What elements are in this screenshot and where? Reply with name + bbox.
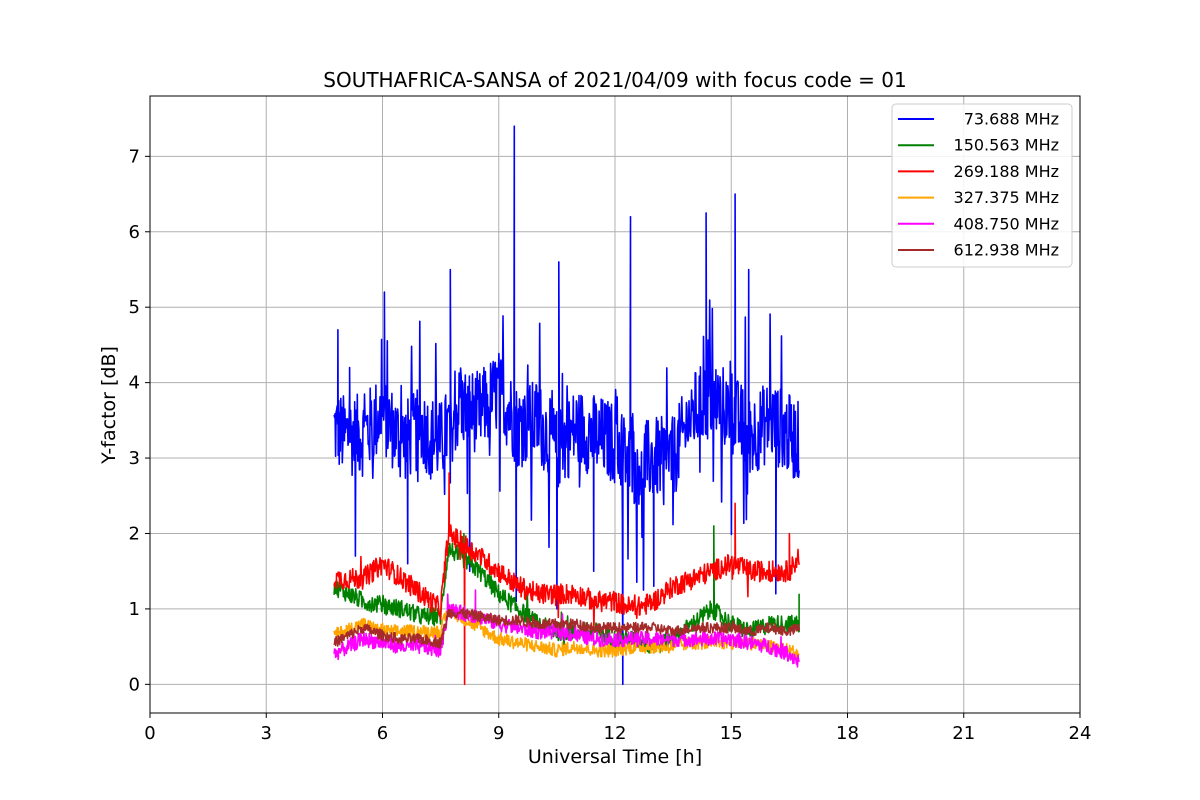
- x-tick-label: 18: [836, 723, 859, 744]
- y-tick-label: 7: [129, 146, 140, 167]
- x-tick-label: 3: [261, 723, 272, 744]
- legend-label: 150.563 MHz: [954, 136, 1059, 155]
- y-tick-label: 3: [129, 448, 140, 469]
- legend-label: 73.688 MHz: [964, 110, 1059, 129]
- y-tick-label: 0: [129, 674, 140, 695]
- x-tick-label: 9: [493, 723, 504, 744]
- series-line: [333, 607, 800, 649]
- legend-label: 269.188 MHz: [954, 162, 1059, 181]
- y-tick-label: 5: [129, 297, 140, 318]
- x-tick-label: 6: [377, 723, 388, 744]
- x-tick-label: 24: [1069, 723, 1092, 744]
- y-tick-label: 4: [129, 373, 140, 394]
- legend-label: 408.750 MHz: [954, 214, 1059, 233]
- x-tick-label: 0: [144, 723, 155, 744]
- series-line: [333, 125, 800, 686]
- y-tick-label: 2: [129, 523, 140, 544]
- plot-series: [333, 125, 800, 686]
- y-tick-label: 1: [129, 599, 140, 620]
- legend: 73.688 MHz 150.563 MHz 269.188 MHz 327.375 …: [891, 103, 1073, 268]
- legend-label: 612.938 MHz: [954, 241, 1059, 260]
- series-line: [333, 472, 800, 686]
- x-tick-label: 12: [604, 723, 627, 744]
- series-line: [333, 525, 800, 654]
- y-axis-label: Y-factor [dB]: [98, 346, 120, 465]
- y-tick-label: 6: [129, 222, 140, 243]
- chart-title: SOUTHAFRICA-SANSA of 2021/04/09 with foc…: [323, 68, 907, 92]
- x-axis-label: Universal Time [h]: [528, 746, 702, 768]
- legend-label: 327.375 MHz: [954, 188, 1059, 207]
- legend-frame: [891, 103, 1073, 268]
- x-tick-label: 15: [720, 723, 743, 744]
- x-tick-label: 21: [952, 723, 975, 744]
